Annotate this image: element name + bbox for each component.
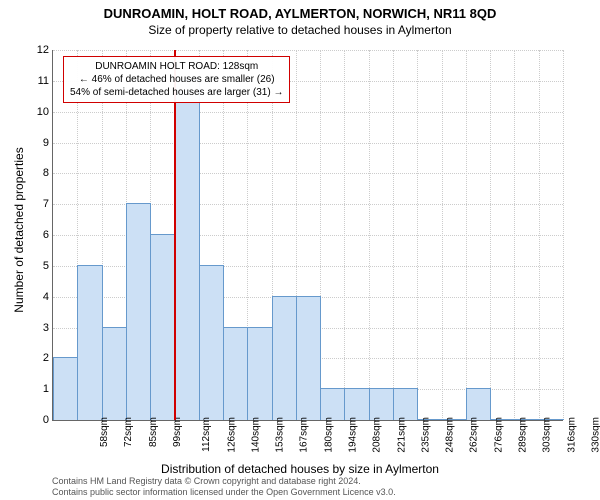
grid-line-h — [53, 143, 563, 144]
bar — [53, 357, 78, 420]
callout-line2: ← 46% of detached houses are smaller (26… — [70, 73, 283, 86]
grid-line-v — [442, 50, 443, 420]
x-tick: 180sqm — [323, 417, 334, 453]
bar — [150, 234, 175, 420]
grid-line-v — [563, 50, 564, 420]
x-tick: 85sqm — [148, 417, 159, 447]
x-tick: 153sqm — [275, 417, 286, 453]
x-tick: 208sqm — [372, 417, 383, 453]
grid-line-v — [344, 50, 345, 420]
y-tick: 7 — [31, 198, 49, 210]
y-tick: 9 — [31, 137, 49, 149]
bar — [199, 265, 224, 420]
x-tick: 248sqm — [445, 417, 456, 453]
callout-box: DUNROAMIN HOLT ROAD: 128sqm← 46% of deta… — [63, 56, 290, 103]
grid-line-h — [53, 173, 563, 174]
highlight-line — [174, 50, 176, 420]
page-title: DUNROAMIN, HOLT ROAD, AYLMERTON, NORWICH… — [0, 0, 600, 21]
grid-line-h — [53, 112, 563, 113]
x-tick: 316sqm — [566, 417, 577, 453]
bar — [247, 327, 272, 421]
bar — [272, 296, 297, 420]
bar — [320, 388, 345, 420]
x-tick: 276sqm — [493, 417, 504, 453]
grid-line-v — [369, 50, 370, 420]
y-tick: 2 — [31, 352, 49, 364]
bar — [393, 388, 418, 420]
y-tick: 6 — [31, 229, 49, 241]
bar — [174, 80, 199, 420]
bar — [296, 296, 321, 420]
attribution-line1: Contains HM Land Registry data © Crown c… — [52, 476, 396, 487]
x-tick: 99sqm — [172, 417, 183, 447]
y-tick: 3 — [31, 322, 49, 334]
x-tick: 303sqm — [542, 417, 553, 453]
y-tick: 8 — [31, 167, 49, 179]
x-axis-label: Distribution of detached houses by size … — [0, 462, 600, 476]
bar — [466, 388, 491, 420]
x-tick: 126sqm — [226, 417, 237, 453]
x-tick: 112sqm — [201, 417, 212, 452]
grid-line-v — [393, 50, 394, 420]
x-tick: 330sqm — [590, 417, 600, 453]
y-tick: 0 — [31, 414, 49, 426]
page-subtitle: Size of property relative to detached ho… — [0, 21, 600, 37]
attribution: Contains HM Land Registry data © Crown c… — [52, 476, 396, 498]
bar — [77, 265, 102, 420]
x-tick: 167sqm — [299, 417, 310, 453]
bar — [344, 388, 369, 420]
y-tick: 4 — [31, 291, 49, 303]
x-tick: 72sqm — [123, 417, 134, 447]
grid-line-v — [490, 50, 491, 420]
grid-line-v — [539, 50, 540, 420]
x-tick: 262sqm — [469, 417, 480, 453]
plot: 012345678910111258sqm72sqm85sqm99sqm112s… — [52, 50, 563, 421]
grid-line-h — [53, 50, 563, 51]
y-tick: 11 — [31, 75, 49, 87]
grid-line-v — [514, 50, 515, 420]
x-tick: 58sqm — [99, 417, 110, 447]
x-tick: 221sqm — [396, 417, 407, 453]
x-tick: 235sqm — [420, 417, 431, 453]
x-tick: 289sqm — [518, 417, 529, 453]
grid-line-v — [466, 50, 467, 420]
bar — [223, 327, 248, 421]
chart-area: 012345678910111258sqm72sqm85sqm99sqm112s… — [52, 50, 562, 420]
bar — [102, 327, 127, 421]
callout-line1: DUNROAMIN HOLT ROAD: 128sqm — [70, 60, 283, 73]
y-tick: 5 — [31, 260, 49, 272]
x-tick: 194sqm — [348, 417, 359, 453]
y-axis-label: Number of detached properties — [12, 147, 26, 312]
grid-line-v — [417, 50, 418, 420]
callout-line3: 54% of semi-detached houses are larger (… — [70, 86, 283, 99]
y-tick: 12 — [31, 44, 49, 56]
attribution-line2: Contains public sector information licen… — [52, 487, 396, 498]
bar — [369, 388, 394, 420]
y-tick: 10 — [31, 106, 49, 118]
bar — [126, 203, 151, 420]
y-tick: 1 — [31, 383, 49, 395]
x-tick: 140sqm — [250, 417, 261, 453]
